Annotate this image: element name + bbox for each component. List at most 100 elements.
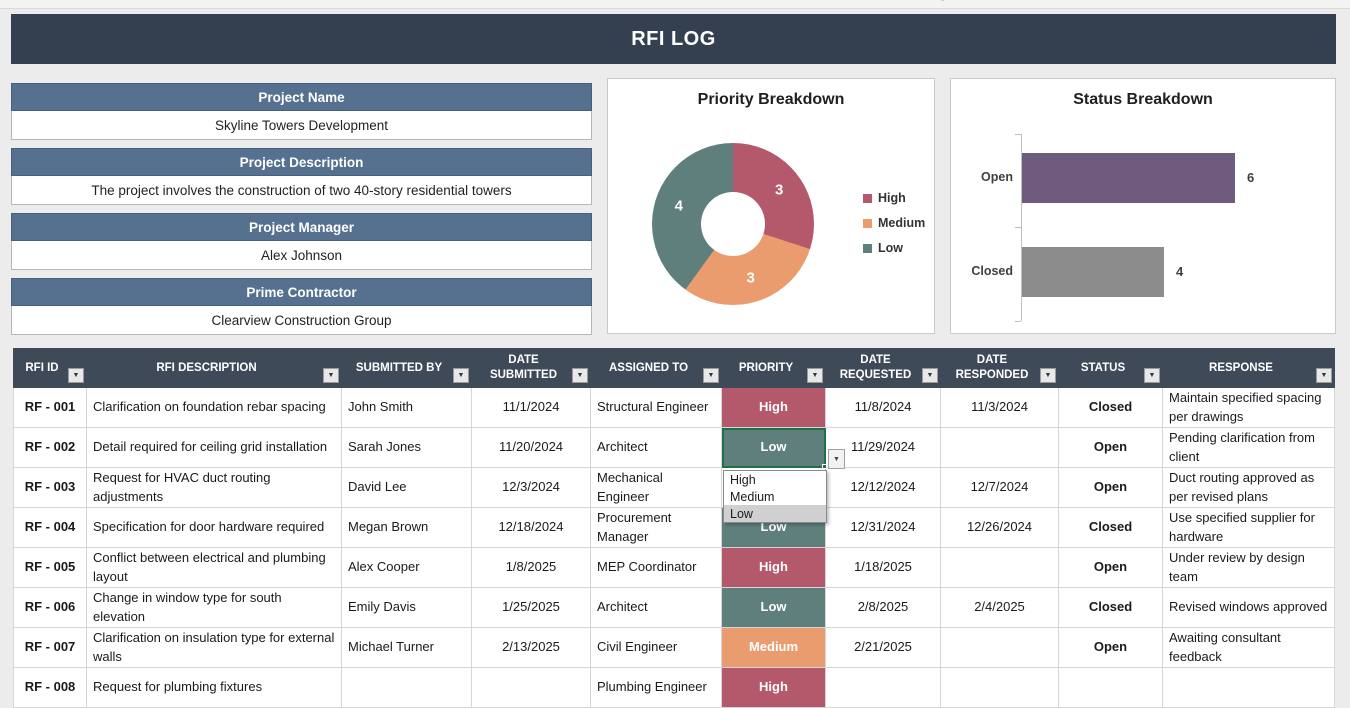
cell-date-submitted[interactable]: 11/20/2024 <box>472 428 591 467</box>
filter-dropdown-icon[interactable]: ▼ <box>1040 368 1056 383</box>
cell-date-submitted[interactable]: 12/3/2024 <box>472 468 591 507</box>
cell-id[interactable]: RF - 005 <box>13 548 87 587</box>
cell-id[interactable]: RF - 002 <box>13 428 87 467</box>
cell-submitted-by[interactable]: John Smith <box>342 388 472 427</box>
cell-assigned-to[interactable]: Architect <box>591 428 722 467</box>
cell-description[interactable]: Change in window type for south elevatio… <box>87 588 342 627</box>
cell-priority[interactable]: High <box>722 388 826 427</box>
cell-assigned-to[interactable]: Procurement Manager <box>591 508 722 547</box>
cell-response[interactable]: Revised windows approved <box>1163 588 1335 627</box>
cell-id[interactable]: RF - 003 <box>13 468 87 507</box>
cell-date-requested[interactable]: 1/18/2025 <box>826 548 941 587</box>
dropdown-option-high[interactable]: High <box>730 472 756 487</box>
cell-date-requested[interactable] <box>826 668 941 707</box>
filter-dropdown-icon[interactable]: ▼ <box>1316 368 1332 383</box>
cell-status[interactable]: Closed <box>1059 508 1163 547</box>
cell-response[interactable]: Use specified supplier for hardware <box>1163 508 1335 547</box>
cell-assigned-to[interactable]: Plumbing Engineer <box>591 668 722 707</box>
cell-response[interactable]: Duct routing approved as per revised pla… <box>1163 468 1335 507</box>
cell-date-responded[interactable]: 12/7/2024 <box>941 468 1059 507</box>
cell-submitted-by[interactable]: Sarah Jones <box>342 428 472 467</box>
cell-description[interactable]: Request for plumbing fixtures <box>87 668 342 707</box>
cell-date-requested[interactable]: 11/8/2024 <box>826 388 941 427</box>
cell-date-submitted[interactable] <box>472 668 591 707</box>
filter-dropdown-icon[interactable]: ▼ <box>922 368 938 383</box>
dropdown-option-medium[interactable]: Medium <box>730 489 775 504</box>
cell-submitted-by[interactable]: Emily Davis <box>342 588 472 627</box>
cell-assigned-to[interactable]: MEP Coordinator <box>591 548 722 587</box>
cell-assigned-to[interactable]: Structural Engineer <box>591 388 722 427</box>
cell-response[interactable]: Maintain specified spacing per drawings <box>1163 388 1335 427</box>
priority-badge[interactable]: Low <box>722 428 825 467</box>
priority-badge[interactable]: Low <box>722 588 825 627</box>
cell-status[interactable]: Closed <box>1059 388 1163 427</box>
cell-id[interactable]: RF - 007 <box>13 628 87 667</box>
cell-date-submitted[interactable]: 1/25/2025 <box>472 588 591 627</box>
project-manager-value[interactable]: Alex Johnson <box>11 241 592 270</box>
cell-date-requested[interactable]: 12/12/2024 <box>826 468 941 507</box>
project-description-value[interactable]: The project involves the construction of… <box>11 176 592 205</box>
cell-date-responded[interactable] <box>941 548 1059 587</box>
cell-submitted-by[interactable]: David Lee <box>342 468 472 507</box>
cell-date-requested[interactable]: 11/29/2024 <box>826 428 941 467</box>
cell-id[interactable]: RF - 004 <box>13 508 87 547</box>
filter-dropdown-icon[interactable]: ▼ <box>703 368 719 383</box>
project-name-value[interactable]: Skyline Towers Development <box>11 111 592 140</box>
cell-status[interactable]: Closed <box>1059 588 1163 627</box>
cell-submitted-by[interactable]: Alex Cooper <box>342 548 472 587</box>
cell-status[interactable]: Open <box>1059 548 1163 587</box>
filter-dropdown-icon[interactable]: ▼ <box>323 368 339 383</box>
cell-date-submitted[interactable]: 11/1/2024 <box>472 388 591 427</box>
cell-priority[interactable]: High <box>722 548 826 587</box>
cell-id[interactable]: RF - 008 <box>13 668 87 707</box>
cell-response[interactable]: Awaiting consultant feedback <box>1163 628 1335 667</box>
cell-submitted-by[interactable]: Michael Turner <box>342 628 472 667</box>
cell-assigned-to[interactable]: Civil Engineer <box>591 628 722 667</box>
cell-date-submitted[interactable]: 2/13/2025 <box>472 628 591 667</box>
cell-response[interactable] <box>1163 668 1335 707</box>
dropdown-option-low[interactable]: Low <box>724 505 826 522</box>
cell-date-submitted[interactable]: 12/18/2024 <box>472 508 591 547</box>
cell-assigned-to[interactable]: Mechanical Engineer <box>591 468 722 507</box>
cell-submitted-by[interactable]: Megan Brown <box>342 508 472 547</box>
cell-priority[interactable]: High <box>722 668 826 707</box>
cell-priority[interactable]: Medium <box>722 628 826 667</box>
filter-dropdown-icon[interactable]: ▼ <box>1144 368 1160 383</box>
cell-status[interactable]: Open <box>1059 428 1163 467</box>
cell-date-responded[interactable] <box>941 428 1059 467</box>
priority-badge[interactable]: High <box>722 668 825 707</box>
cell-description[interactable]: Specification for door hardware required <box>87 508 342 547</box>
cell-id[interactable]: RF - 006 <box>13 588 87 627</box>
cell-response[interactable]: Under review by design team <box>1163 548 1335 587</box>
cell-response[interactable]: Pending clarification from client <box>1163 428 1335 467</box>
cell-date-responded[interactable]: 2/4/2025 <box>941 588 1059 627</box>
priority-badge[interactable]: High <box>722 388 825 427</box>
cell-description[interactable]: Clarification on insulation type for ext… <box>87 628 342 667</box>
cell-submitted-by[interactable] <box>342 668 472 707</box>
cell-date-submitted[interactable]: 1/8/2025 <box>472 548 591 587</box>
cell-status[interactable]: Open <box>1059 468 1163 507</box>
cell-description[interactable]: Clarification on foundation rebar spacin… <box>87 388 342 427</box>
filter-dropdown-icon[interactable]: ▼ <box>453 368 469 383</box>
priority-dropdown-button[interactable]: ▼ <box>828 449 845 469</box>
cell-date-requested[interactable]: 12/31/2024 <box>826 508 941 547</box>
cell-description[interactable]: Conflict between electrical and plumbing… <box>87 548 342 587</box>
cell-priority[interactable]: Low <box>722 428 826 467</box>
cell-date-requested[interactable]: 2/8/2025 <box>826 588 941 627</box>
cell-priority[interactable]: Low <box>722 588 826 627</box>
cell-description[interactable]: Detail required for ceiling grid install… <box>87 428 342 467</box>
cell-description[interactable]: Request for HVAC duct routing adjustment… <box>87 468 342 507</box>
prime-contractor-value[interactable]: Clearview Construction Group <box>11 306 592 335</box>
priority-badge[interactable]: Medium <box>722 628 825 667</box>
cell-date-responded[interactable] <box>941 628 1059 667</box>
cell-date-responded[interactable] <box>941 668 1059 707</box>
cell-assigned-to[interactable]: Architect <box>591 588 722 627</box>
filter-dropdown-icon[interactable]: ▼ <box>807 368 823 383</box>
cell-date-responded[interactable]: 11/3/2024 <box>941 388 1059 427</box>
cell-id[interactable]: RF - 001 <box>13 388 87 427</box>
cell-date-requested[interactable]: 2/21/2025 <box>826 628 941 667</box>
cell-status[interactable]: Open <box>1059 628 1163 667</box>
filter-dropdown-icon[interactable]: ▼ <box>68 368 84 383</box>
cell-date-responded[interactable]: 12/26/2024 <box>941 508 1059 547</box>
priority-badge[interactable]: High <box>722 548 825 587</box>
